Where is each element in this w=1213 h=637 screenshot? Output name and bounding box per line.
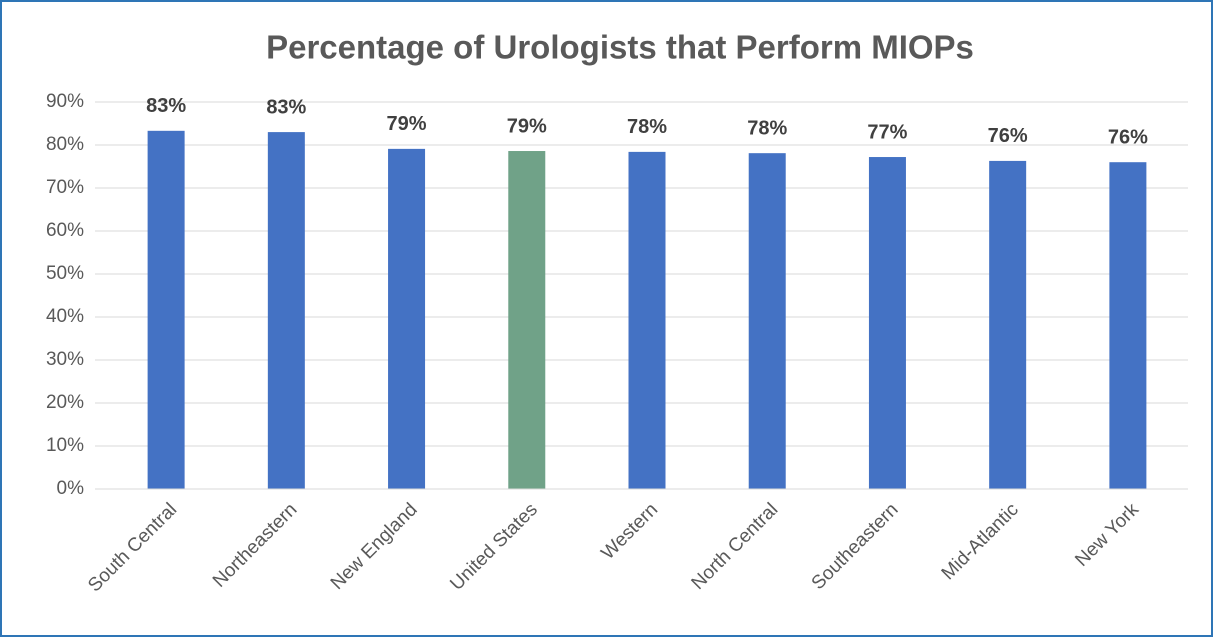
y-tick-label: 40% xyxy=(46,306,84,327)
bar xyxy=(267,132,305,489)
bar xyxy=(989,160,1027,489)
y-tick-label: 90% xyxy=(46,91,84,112)
data-label: 79% xyxy=(507,115,547,137)
y-tick-label: 20% xyxy=(46,392,84,413)
bar xyxy=(508,151,546,489)
y-tick-label: 0% xyxy=(57,478,85,499)
chart-title: Percentage of Urologists that Perform MI… xyxy=(266,29,974,66)
bar xyxy=(388,148,426,489)
bar xyxy=(748,153,786,490)
y-tick-label: 60% xyxy=(46,220,84,241)
bar xyxy=(868,157,906,490)
data-label: 78% xyxy=(747,117,787,139)
data-label: 79% xyxy=(387,113,427,135)
data-label: 76% xyxy=(988,125,1028,147)
data-label: 78% xyxy=(627,116,667,138)
y-tick-label: 70% xyxy=(46,177,84,198)
data-label: 83% xyxy=(266,96,306,118)
y-tick-label: 10% xyxy=(46,435,84,456)
bar xyxy=(1109,162,1147,489)
data-label: 76% xyxy=(1108,126,1148,148)
y-tick-label: 50% xyxy=(46,263,84,284)
y-tick-label: 30% xyxy=(46,349,84,370)
y-tick-label: 80% xyxy=(46,134,84,155)
data-label: 77% xyxy=(867,121,907,143)
bar xyxy=(147,130,185,489)
bar xyxy=(628,151,666,489)
data-label: 83% xyxy=(146,95,186,117)
